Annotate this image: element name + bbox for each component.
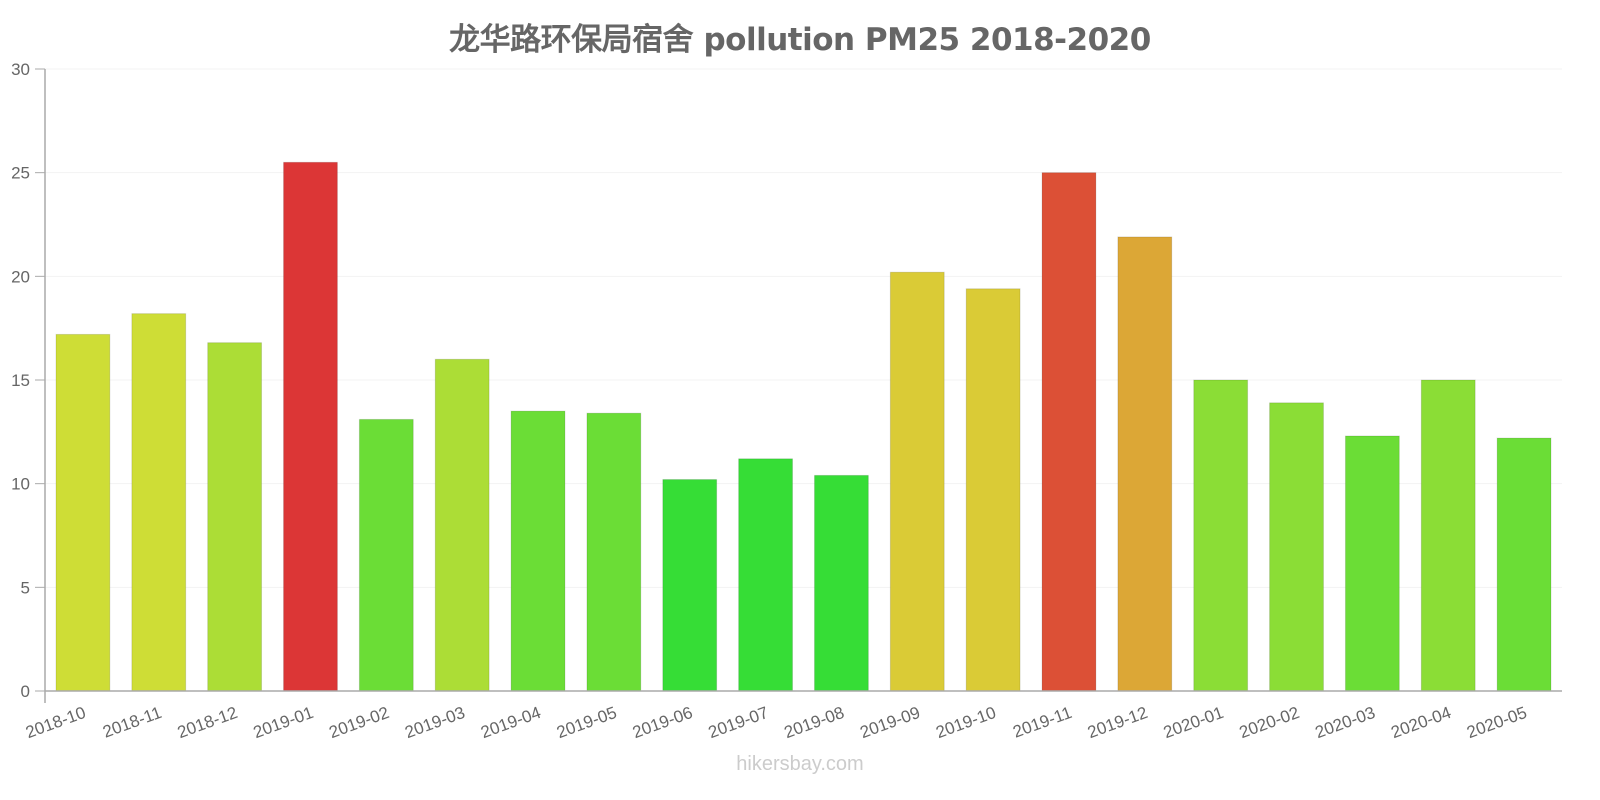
x-tick-label: 2019-08 [782, 703, 847, 742]
x-tick-label: 2019-05 [554, 703, 619, 742]
bar-2019-04: 2019-04: 13.5 [510, 410, 566, 692]
x-tick-label: 2019-12 [1085, 703, 1150, 742]
bar-2019-09: 2019-09: 20.2 [889, 271, 945, 692]
x-tick-label: 2019-02 [327, 703, 392, 742]
x-tick-label: 2018-12 [175, 703, 240, 742]
x-tick-label: 2020-04 [1388, 703, 1453, 742]
bar-2019-12: 2019-12: 21.9 [1117, 236, 1173, 692]
y-tick-label: 30 [11, 60, 30, 79]
x-tick-label: 2019-03 [402, 703, 467, 742]
bar-2019-01: 2019-01: 25.5 [283, 161, 338, 692]
chart-title: 龙华路环保局宿舍 pollution PM25 2018-2020 [449, 22, 1151, 58]
bar-2019-02: 2019-02: 13.1 [358, 418, 414, 692]
x-tick-label: 2019-11 [1010, 703, 1074, 742]
x-axis-ticks: 2018-10 2018-11 2018-12 2019-01 2019-02 2019-… [23, 703, 1529, 742]
bar-2019-11: 2019-11: 25 [1041, 172, 1097, 692]
gridlines [45, 68, 1562, 588]
y-tick-label: 5 [21, 578, 30, 597]
bar-2018-11: 2018-11: 18.2 [131, 313, 187, 692]
bar-2020-05: 2020-05: 12.2 [1496, 437, 1552, 692]
bar-2019-06: 2019-06: 10.2 [662, 479, 718, 692]
x-tick-label: 2019-09 [858, 703, 923, 742]
x-tick-label: 2018-11 [100, 703, 164, 742]
x-tick-label: 2020-02 [1237, 703, 1302, 742]
bar-2020-01: 2020-01: 15 [1193, 379, 1249, 692]
bar-2019-10: 2019-10: 19.4 [965, 288, 1021, 692]
x-tick-label: 2019-04 [478, 703, 543, 742]
y-tick-label: 15 [11, 371, 30, 390]
bars: 2018-10: 17.2 2018-11: 18.2 2018-12: 16.8 2… [55, 161, 1552, 692]
x-tick-label: 2019-06 [630, 703, 695, 742]
bar-2019-05: 2019-05: 13.4 [586, 412, 642, 692]
x-tick-label: 2019-01 [251, 703, 316, 742]
watermark: hikersbay.com [736, 753, 864, 775]
bar-2019-03: 2019-03: 16 [434, 358, 490, 692]
y-tick-label: 25 [11, 164, 30, 183]
bar-2018-10: 2018-10: 17.2 [55, 333, 111, 692]
x-tick-label: 2020-03 [1313, 703, 1378, 742]
bar-2020-03: 2020-03: 12.3 [1344, 435, 1400, 692]
x-tick-label: 2019-07 [706, 703, 771, 742]
y-tick-label: 10 [11, 475, 30, 494]
x-tick-label: 2018-10 [23, 703, 88, 742]
bar-2018-12: 2018-12: 16.8 [207, 342, 263, 692]
y-tick-label: 0 [21, 682, 30, 701]
x-tick-label: 2020-05 [1464, 703, 1529, 742]
bar-2019-07: 2019-07: 11.2 [738, 458, 794, 692]
bar-2020-02: 2020-02: 13.9 [1269, 402, 1324, 692]
x-tick-label: 2019-10 [933, 703, 998, 742]
bar-2019-08: 2019-08: 10.4 [813, 474, 869, 692]
axes [44, 69, 1562, 703]
y-tick-label: 20 [11, 267, 30, 286]
y-axis-ticks: 0 5 10 15 20 25 30 [11, 60, 45, 701]
bar-2020-04: 2020-04: 15 [1420, 379, 1476, 692]
x-tick-label: 2020-01 [1161, 703, 1226, 742]
